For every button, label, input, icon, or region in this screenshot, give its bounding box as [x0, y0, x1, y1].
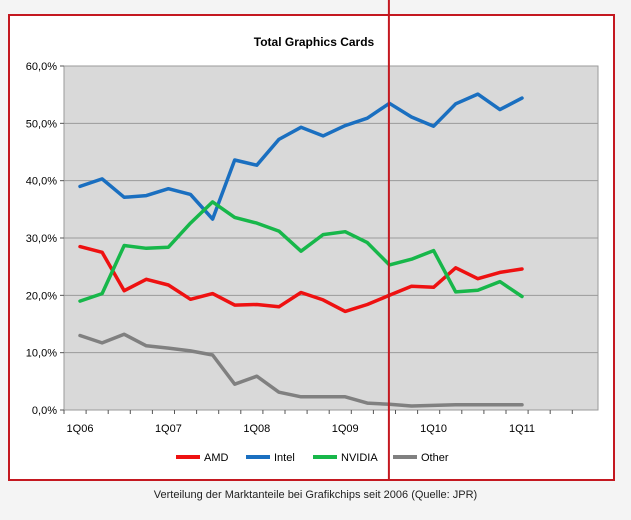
gridlines: [64, 122, 598, 354]
x-tick-label: 1Q06: [67, 423, 94, 435]
y-axis-ticks: 0,0% 10,0% 20,0% 30,0% 40,0% 50,0% 60,0%: [26, 61, 64, 417]
series-group: [78, 92, 524, 408]
chart-title: Total Graphics Cards: [254, 35, 375, 49]
x-tick-label: 1Q07: [155, 423, 182, 435]
legend-label-nvidia: NVIDIA: [341, 452, 378, 464]
y-tick-label: 30,0%: [26, 233, 57, 245]
series-line-amd: [78, 244, 524, 314]
series-line-nvidia: [78, 200, 524, 303]
legend-label-amd: AMD: [204, 452, 229, 464]
x-tick-label: 1Q11: [509, 423, 535, 435]
x-axis-ticks: 1Q06 1Q07 1Q08 1Q09 1Q10 1Q11: [63, 410, 573, 435]
y-tick-label: 50,0%: [26, 118, 57, 130]
series-line-other: [78, 332, 524, 408]
y-tick-label: 10,0%: [26, 348, 57, 360]
legend-label-other: Other: [421, 452, 449, 464]
y-tick-label: 40,0%: [26, 176, 57, 188]
x-tick-label: 1Q09: [332, 423, 359, 435]
y-tick-label: 60,0%: [26, 61, 57, 73]
x-tick-label: 1Q10: [420, 423, 447, 435]
legend-label-intel: Intel: [274, 452, 295, 464]
y-tick-label: 0,0%: [32, 405, 57, 417]
x-tick-label: 1Q08: [243, 423, 270, 435]
series-line-intel: [78, 92, 524, 221]
y-tick-label: 20,0%: [26, 290, 57, 302]
legend: AMD Intel NVIDIA Other: [176, 452, 449, 464]
chart-caption: Verteilung der Marktanteile bei Grafikch…: [153, 489, 478, 501]
